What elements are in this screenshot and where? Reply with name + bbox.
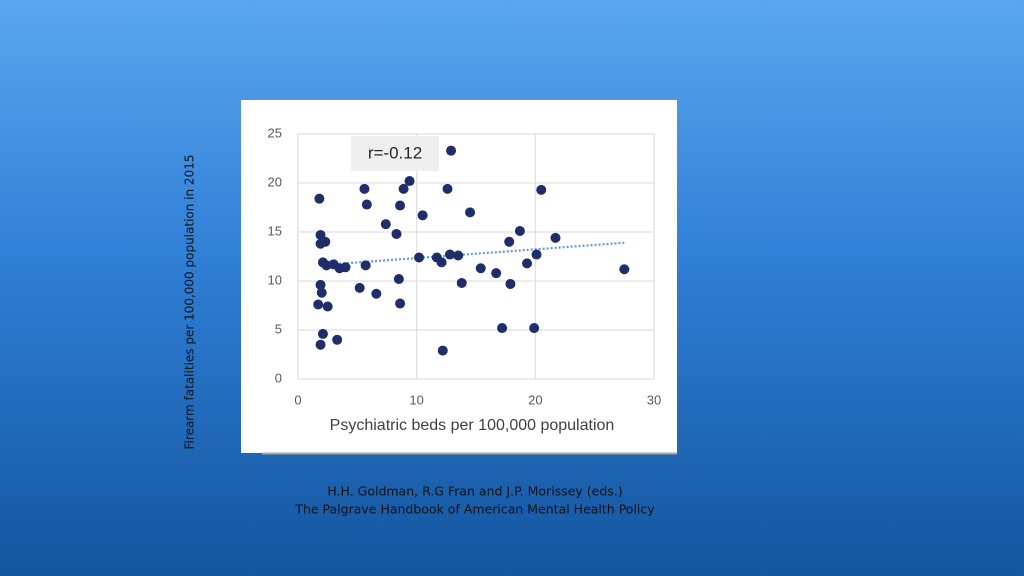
citation-line: H.H. Goldman, R.G Fran and J.P. Morissey… xyxy=(327,484,622,499)
data-point xyxy=(359,183,370,194)
data-point xyxy=(314,193,325,204)
y-tick-label: 10 xyxy=(268,272,282,287)
x-tick-label: 10 xyxy=(409,392,423,407)
data-point xyxy=(395,200,406,211)
data-point xyxy=(380,219,391,230)
data-point xyxy=(414,252,425,263)
x-tick-label: 20 xyxy=(528,392,542,407)
data-point xyxy=(529,323,540,334)
data-point xyxy=(536,184,547,195)
data-point xyxy=(531,249,542,260)
data-point xyxy=(371,288,382,299)
data-point xyxy=(404,176,415,187)
data-point xyxy=(332,334,343,345)
y-axis-title: Firearm fatalities per 100,000 populatio… xyxy=(183,155,197,450)
data-point xyxy=(444,249,455,260)
data-point xyxy=(619,264,630,275)
data-point xyxy=(456,277,467,288)
data-point xyxy=(522,258,533,269)
chart-image xyxy=(241,100,677,453)
data-point xyxy=(315,279,326,290)
data-point xyxy=(315,339,326,350)
data-point xyxy=(317,328,328,339)
data-point xyxy=(316,287,327,298)
annotation-box xyxy=(351,136,439,171)
x-axis-title: Psychiatric beds per 100,000 population xyxy=(330,417,615,434)
data-point xyxy=(497,323,508,334)
data-point xyxy=(465,207,476,218)
data-point xyxy=(491,268,502,279)
data-point xyxy=(550,232,561,243)
x-tick-label: 0 xyxy=(294,392,301,407)
y-tick-label: 5 xyxy=(275,321,282,336)
annotation: r=-0.12 xyxy=(368,143,422,162)
data-point xyxy=(391,228,402,239)
data-point xyxy=(514,226,525,237)
data-point xyxy=(354,282,365,293)
x-tick-label: 30 xyxy=(647,392,661,407)
data-point xyxy=(504,236,515,247)
data-point xyxy=(505,278,516,289)
data-point xyxy=(393,274,404,285)
y-tick-label: 25 xyxy=(268,125,282,140)
data-point xyxy=(340,262,351,273)
data-point xyxy=(475,263,486,274)
data-point xyxy=(453,250,464,261)
data-point xyxy=(361,199,372,210)
data-point xyxy=(437,345,448,356)
y-tick-label: 15 xyxy=(268,223,282,238)
data-point xyxy=(446,145,457,156)
data-point xyxy=(442,183,453,194)
citation-line: The Palgrave Handbook of American Mental… xyxy=(294,502,655,517)
data-point xyxy=(360,260,371,271)
data-point xyxy=(417,210,428,221)
data-point xyxy=(398,183,409,194)
y-tick-label: 20 xyxy=(268,174,282,189)
data-point xyxy=(320,236,331,247)
trend-line xyxy=(331,241,625,266)
data-point xyxy=(395,298,406,309)
data-point xyxy=(322,301,333,312)
y-tick-label: 0 xyxy=(275,370,282,385)
data-point xyxy=(436,257,447,268)
data-point xyxy=(313,299,324,310)
